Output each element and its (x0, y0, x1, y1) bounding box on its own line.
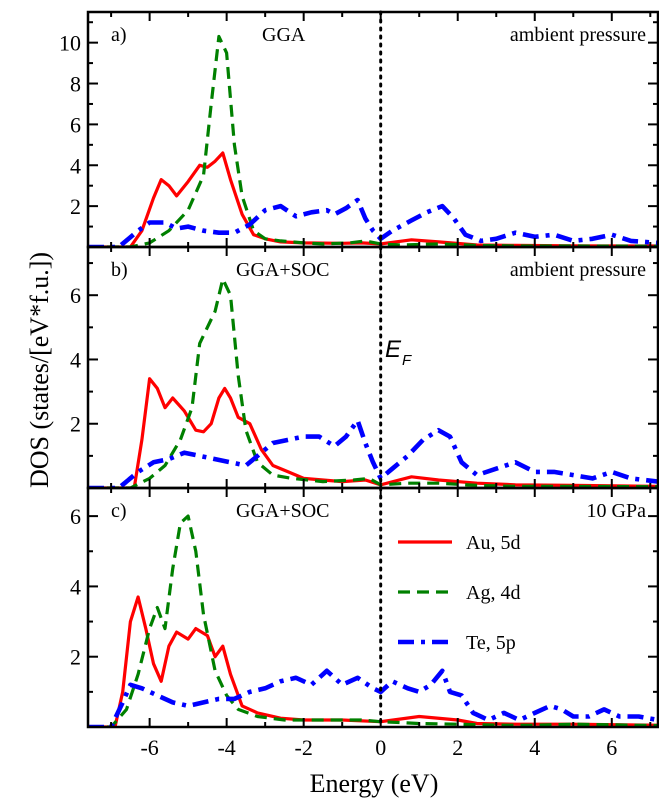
y-axis-label: DOS (states/[eV*f.u.]) (25, 252, 54, 488)
fermi-level-label: E F (385, 336, 412, 369)
y-tick-label: 8 (70, 72, 81, 97)
panel-frame (86, 10, 659, 249)
x-tick-labels: -6 -4 -2 0 2 4 6 (140, 735, 617, 760)
fermi-label-main: E (385, 336, 402, 363)
x-tick-label: -2 (295, 735, 313, 760)
series-ag-4d-line (88, 277, 658, 488)
y-tick-label: 2 (70, 194, 81, 219)
y-tick-label: 10 (59, 31, 81, 56)
x-tick-label: -4 (217, 735, 235, 760)
panel-3: 2 4 6 c) GGA+SOC 10 GPa (70, 486, 659, 729)
y-tick-label: 2 (70, 412, 81, 437)
x-tick-label: 0 (375, 735, 386, 760)
series-ag-4d-line (88, 34, 658, 247)
y-tick-label: 6 (70, 112, 81, 137)
x-tick-label: 6 (606, 735, 617, 760)
series-au-5d-line (88, 595, 658, 727)
y-tick-label: 6 (70, 504, 81, 529)
panel-frame (86, 486, 659, 729)
legend-label-3: Te, 5p (466, 632, 516, 654)
x-tick-label: 4 (529, 735, 540, 760)
legend: Au, 5d Ag, 4d Te, 5p (398, 532, 520, 654)
series-au-5d-line (88, 377, 658, 488)
panels-layer: 2 4 6 8 10 a) GGA ambient pressure 2 4 6 b) GGA+SOC a… (59, 10, 659, 760)
y-tick-label: 2 (70, 645, 81, 670)
panel-2: 2 4 6 b) GGA+SOC ambient pressure (70, 245, 659, 490)
panel-1: 2 4 6 8 10 a) GGA ambient pressure (59, 10, 659, 249)
panel-tag: a) (111, 24, 127, 46)
fermi-label-subscript: F (402, 352, 412, 369)
x-tick-label: 2 (452, 735, 463, 760)
series-au-5d-line (88, 151, 658, 247)
series-te-5p-line (88, 197, 658, 247)
panel-method: GGA (262, 24, 306, 46)
panel-condition: ambient pressure (510, 24, 646, 46)
series-te-5p-line (88, 668, 658, 727)
panel-tag: b) (111, 259, 128, 281)
legend-label-2: Ag, 4d (466, 582, 520, 604)
panel-method: GGA+SOC (236, 500, 330, 522)
y-tick-label: 4 (70, 153, 81, 178)
panel-method: GGA+SOC (236, 259, 330, 281)
panel-condition: 10 GPa (587, 500, 647, 522)
legend-label-1: Au, 5d (466, 532, 520, 554)
y-tick-label: 6 (70, 283, 81, 308)
y-tick-label: 4 (70, 347, 81, 372)
x-axis-label: Energy (eV) (310, 769, 439, 798)
y-tick-label: 4 (70, 574, 81, 599)
x-tick-label: -6 (140, 735, 158, 760)
panel-tag: c) (111, 500, 127, 522)
series-ag-4d-line (88, 514, 658, 727)
panel-condition: ambient pressure (510, 259, 646, 281)
